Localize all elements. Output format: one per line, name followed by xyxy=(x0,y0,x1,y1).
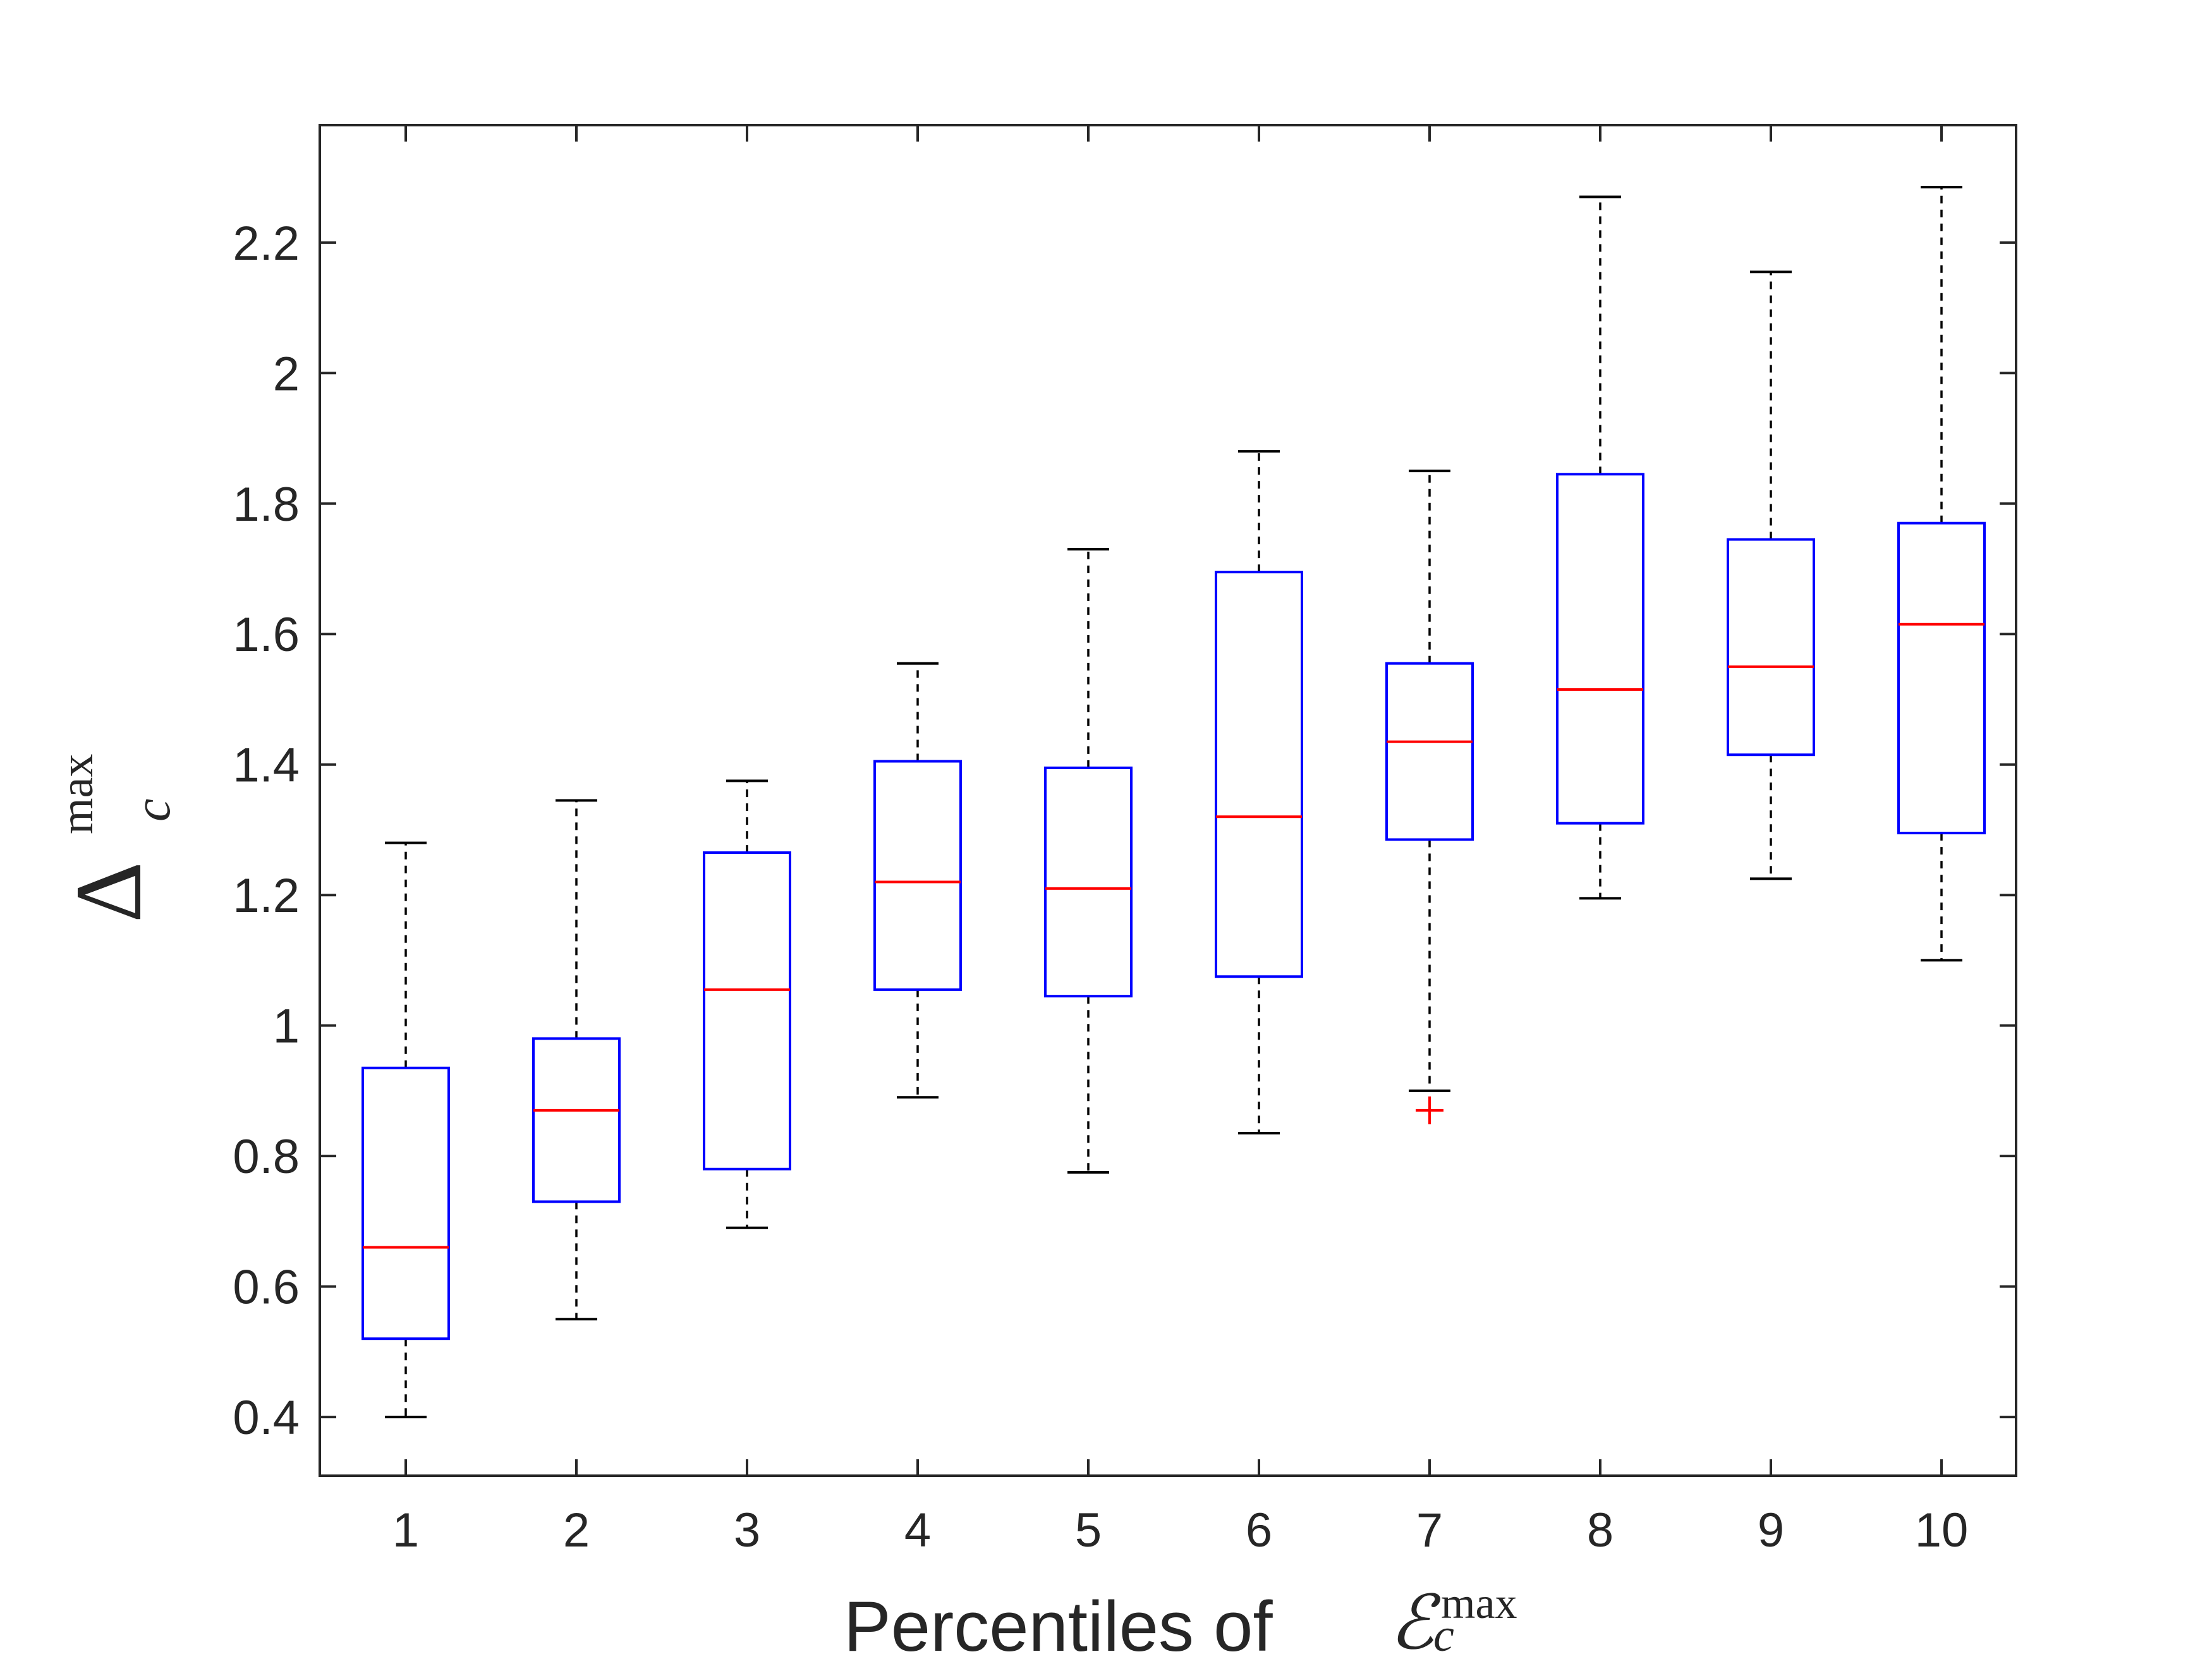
box-iqr xyxy=(703,851,791,1170)
y-tick-label: 1.8 xyxy=(233,478,300,532)
box-iqr xyxy=(873,760,962,991)
y-axis-title: Δ c max xyxy=(51,754,181,923)
box-iqr xyxy=(362,1066,450,1340)
box-group-10 xyxy=(1897,186,1986,962)
x-tick-label: 10 xyxy=(1915,1504,1969,1557)
x-tick-label: 1 xyxy=(392,1504,419,1557)
box-iqr xyxy=(1897,521,1986,835)
box-group-1 xyxy=(362,841,450,1419)
box-group-3 xyxy=(703,779,791,1229)
y-axis-title-symbol: Δ xyxy=(56,862,161,923)
axes-frame xyxy=(319,124,2017,1477)
box-group-8 xyxy=(1556,195,1644,900)
y-tick-label: 1 xyxy=(273,1000,300,1054)
x-tick-label: 3 xyxy=(734,1504,760,1557)
box-iqr xyxy=(1215,571,1303,978)
x-tick-label: 8 xyxy=(1587,1504,1613,1557)
box-iqr xyxy=(1044,766,1133,998)
box-iqr xyxy=(532,1037,621,1203)
x-tick-label: 7 xyxy=(1416,1504,1443,1557)
x-tick-label: 5 xyxy=(1075,1504,1102,1557)
x-axis-title: Percentiles of ℰ c max xyxy=(844,1579,1517,1659)
x-tick-label: 2 xyxy=(563,1504,590,1557)
x-axis-title-symbol: ℰ xyxy=(1389,1582,1441,1659)
y-axis-title-subscript: c xyxy=(123,799,181,822)
outlier-marker xyxy=(1416,1096,1443,1124)
box-iqr xyxy=(1727,538,1815,757)
x-axis-title-superscript: max xyxy=(1441,1579,1517,1628)
box-group-4 xyxy=(873,662,962,1099)
y-tick-label: 1.4 xyxy=(233,739,300,793)
y-tick-label: 1.2 xyxy=(233,869,300,923)
y-axis-title-superscript: max xyxy=(51,754,103,834)
x-tick-label: 9 xyxy=(1758,1504,1784,1557)
y-tick-label: 0.4 xyxy=(233,1391,300,1445)
box-iqr xyxy=(1556,473,1644,825)
axis-ticks xyxy=(320,125,2016,1476)
x-axis-title-subscript: c xyxy=(1433,1610,1454,1659)
tick-labels: 0.4 0.6 0.8 1 1.2 1.4 1.6 1.8 2 2.2 1 2 3 4 5 6 7 8 9 10 xyxy=(233,217,1968,1557)
y-tick-label: 2 xyxy=(273,347,300,401)
x-axis-title-text: Percentiles of xyxy=(844,1587,1273,1659)
box-marks xyxy=(362,186,1986,1419)
y-tick-label: 0.8 xyxy=(233,1130,300,1184)
y-tick-label: 2.2 xyxy=(233,217,300,270)
x-tick-label: 4 xyxy=(904,1504,931,1557)
x-tick-label: 6 xyxy=(1246,1504,1272,1557)
y-tick-label: 1.6 xyxy=(233,608,300,662)
box-group-9 xyxy=(1727,270,1815,880)
y-tick-label: 0.6 xyxy=(233,1261,300,1315)
box-iqr xyxy=(1385,662,1474,841)
box-group-2 xyxy=(532,799,621,1321)
box-group-7 xyxy=(1385,470,1474,1124)
box-group-6 xyxy=(1215,450,1303,1135)
box-group-5 xyxy=(1044,548,1133,1174)
